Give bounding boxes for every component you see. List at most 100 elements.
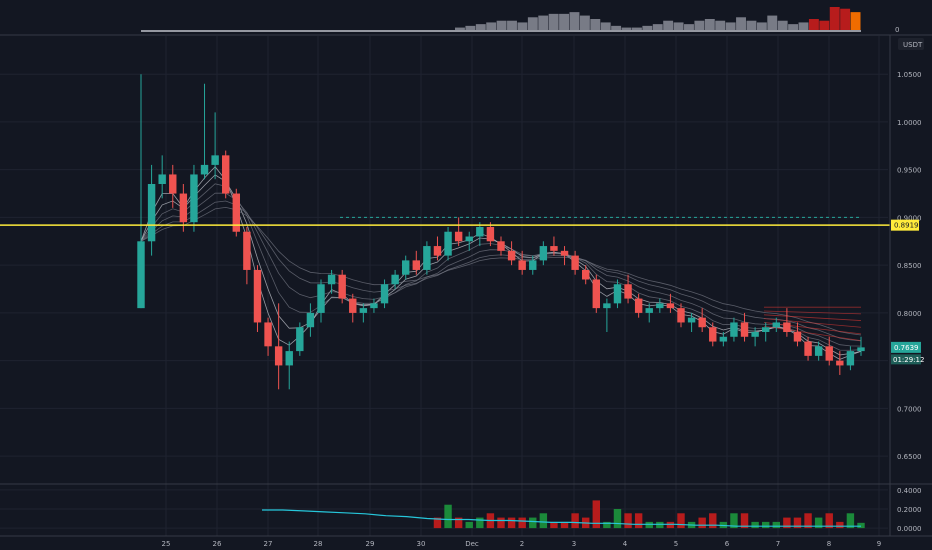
candle-body[interactable] [677,308,685,323]
time-axis[interactable]: 25 26 27 28 29 30 Dec 2 3 4 5 6 7 8 9 [162,540,882,548]
candle-body[interactable] [825,346,833,361]
candle-body[interactable] [137,241,145,309]
oscillator-pane[interactable]: 0.4000 0.2000 0.0000 [0,487,922,533]
candle-body[interactable] [454,231,463,242]
candle-body[interactable] [412,260,420,270]
candle-body[interactable] [539,246,548,261]
candle-body[interactable] [391,274,399,285]
candle-body[interactable] [253,269,262,323]
candle-body[interactable] [190,174,198,223]
price-axis[interactable]: USDT 1.0500 1.0000 0.9500 0.9000 0.8500 0.800… [889,35,924,536]
candle-body[interactable] [327,274,336,285]
volume-strip-bar [663,20,674,31]
candle-body[interactable] [687,317,696,323]
candle-body[interactable] [169,174,177,194]
volume-strip-bar [704,19,715,31]
candle-body[interactable] [814,346,823,356]
candle-body[interactable] [783,322,791,332]
oscillator-bar [571,513,579,529]
candle-body[interactable] [624,284,632,299]
candle-body[interactable] [550,246,558,251]
candle-body[interactable] [507,250,516,261]
candle-body[interactable] [582,269,590,280]
currency-badge [898,38,924,50]
oscillator-bar [645,521,653,529]
candle-body[interactable] [529,260,537,270]
candle-body[interactable] [179,193,188,223]
candle-body[interactable] [698,317,706,328]
candle-body[interactable] [264,322,272,347]
volume-strip-bar [652,24,663,31]
candle-body[interactable] [613,284,622,304]
candle-body[interactable] [560,250,569,256]
candle-body[interactable] [656,303,664,309]
candle-body[interactable] [274,346,283,366]
candle-body[interactable] [719,336,728,342]
candle-body[interactable] [518,260,526,270]
candle-body[interactable] [147,184,156,242]
candle-body[interactable] [285,351,293,366]
candle-body[interactable] [349,298,357,313]
candle-body[interactable] [846,351,855,366]
volume-strip: 0 [141,7,899,34]
candle-body[interactable] [497,241,505,251]
last-price-tag: 0.7639 01:29:12 [891,341,924,365]
candle-body[interactable] [751,332,759,337]
volume-strip-bar [631,27,642,31]
candle-body[interactable] [370,303,378,309]
x-tick-label: 2 [520,540,524,548]
candle-body[interactable] [476,226,484,237]
candle-body[interactable] [211,155,219,165]
candle-body[interactable] [232,193,240,232]
y-tick-label: 0.9500 [897,167,922,175]
oscillator-bar [560,521,569,529]
candle-body[interactable] [857,347,865,352]
candle-body[interactable] [359,308,368,313]
x-tick-label: 9 [877,540,881,548]
x-tick-label: 29 [366,540,375,548]
volume-strip-bar [725,22,736,31]
candle-body[interactable] [762,327,770,332]
price-pane[interactable] [0,36,890,536]
oscillator-bar [444,504,452,529]
candle-body[interactable] [666,303,675,309]
candle-body[interactable] [433,246,442,256]
volume-strip-bar [642,25,653,31]
last-price-text: 0.7639 [894,344,919,352]
candle-body[interactable] [317,284,325,313]
candle-body[interactable] [730,322,738,337]
candle-body[interactable] [592,279,600,309]
candle-body[interactable] [709,327,717,342]
candle-body[interactable] [793,332,802,342]
candle-body[interactable] [772,322,780,328]
candle-body[interactable] [645,308,653,313]
volume-strip-bar [777,20,788,31]
candle-body[interactable] [296,327,304,352]
oscillator-bar [730,513,738,529]
candle-body[interactable] [603,303,611,309]
candle-body[interactable] [465,236,473,242]
y-tick-label: 0.8500 [897,262,922,270]
candle-body[interactable] [740,322,749,337]
candle-body[interactable] [444,231,452,256]
candle-body[interactable] [486,226,495,242]
candle-body[interactable] [306,312,315,328]
candle-body[interactable] [243,231,251,270]
candle-body[interactable] [158,174,166,184]
candle-body[interactable] [222,155,230,194]
candle-body[interactable] [571,255,579,270]
candle-body[interactable] [423,246,431,270]
y-tick-label: 0.6500 [897,453,922,461]
x-tick-label: 6 [725,540,730,548]
candle-body[interactable] [338,274,346,299]
candle-body[interactable] [402,260,410,275]
candle-body[interactable] [836,360,844,366]
candle-body[interactable] [200,164,209,175]
candle-body[interactable] [380,284,389,304]
volume-strip-bar [819,20,830,31]
candle-body[interactable] [634,298,643,313]
candle-body[interactable] [804,341,812,356]
oscillator-bar [740,513,749,529]
oscillator-bar [698,517,706,529]
